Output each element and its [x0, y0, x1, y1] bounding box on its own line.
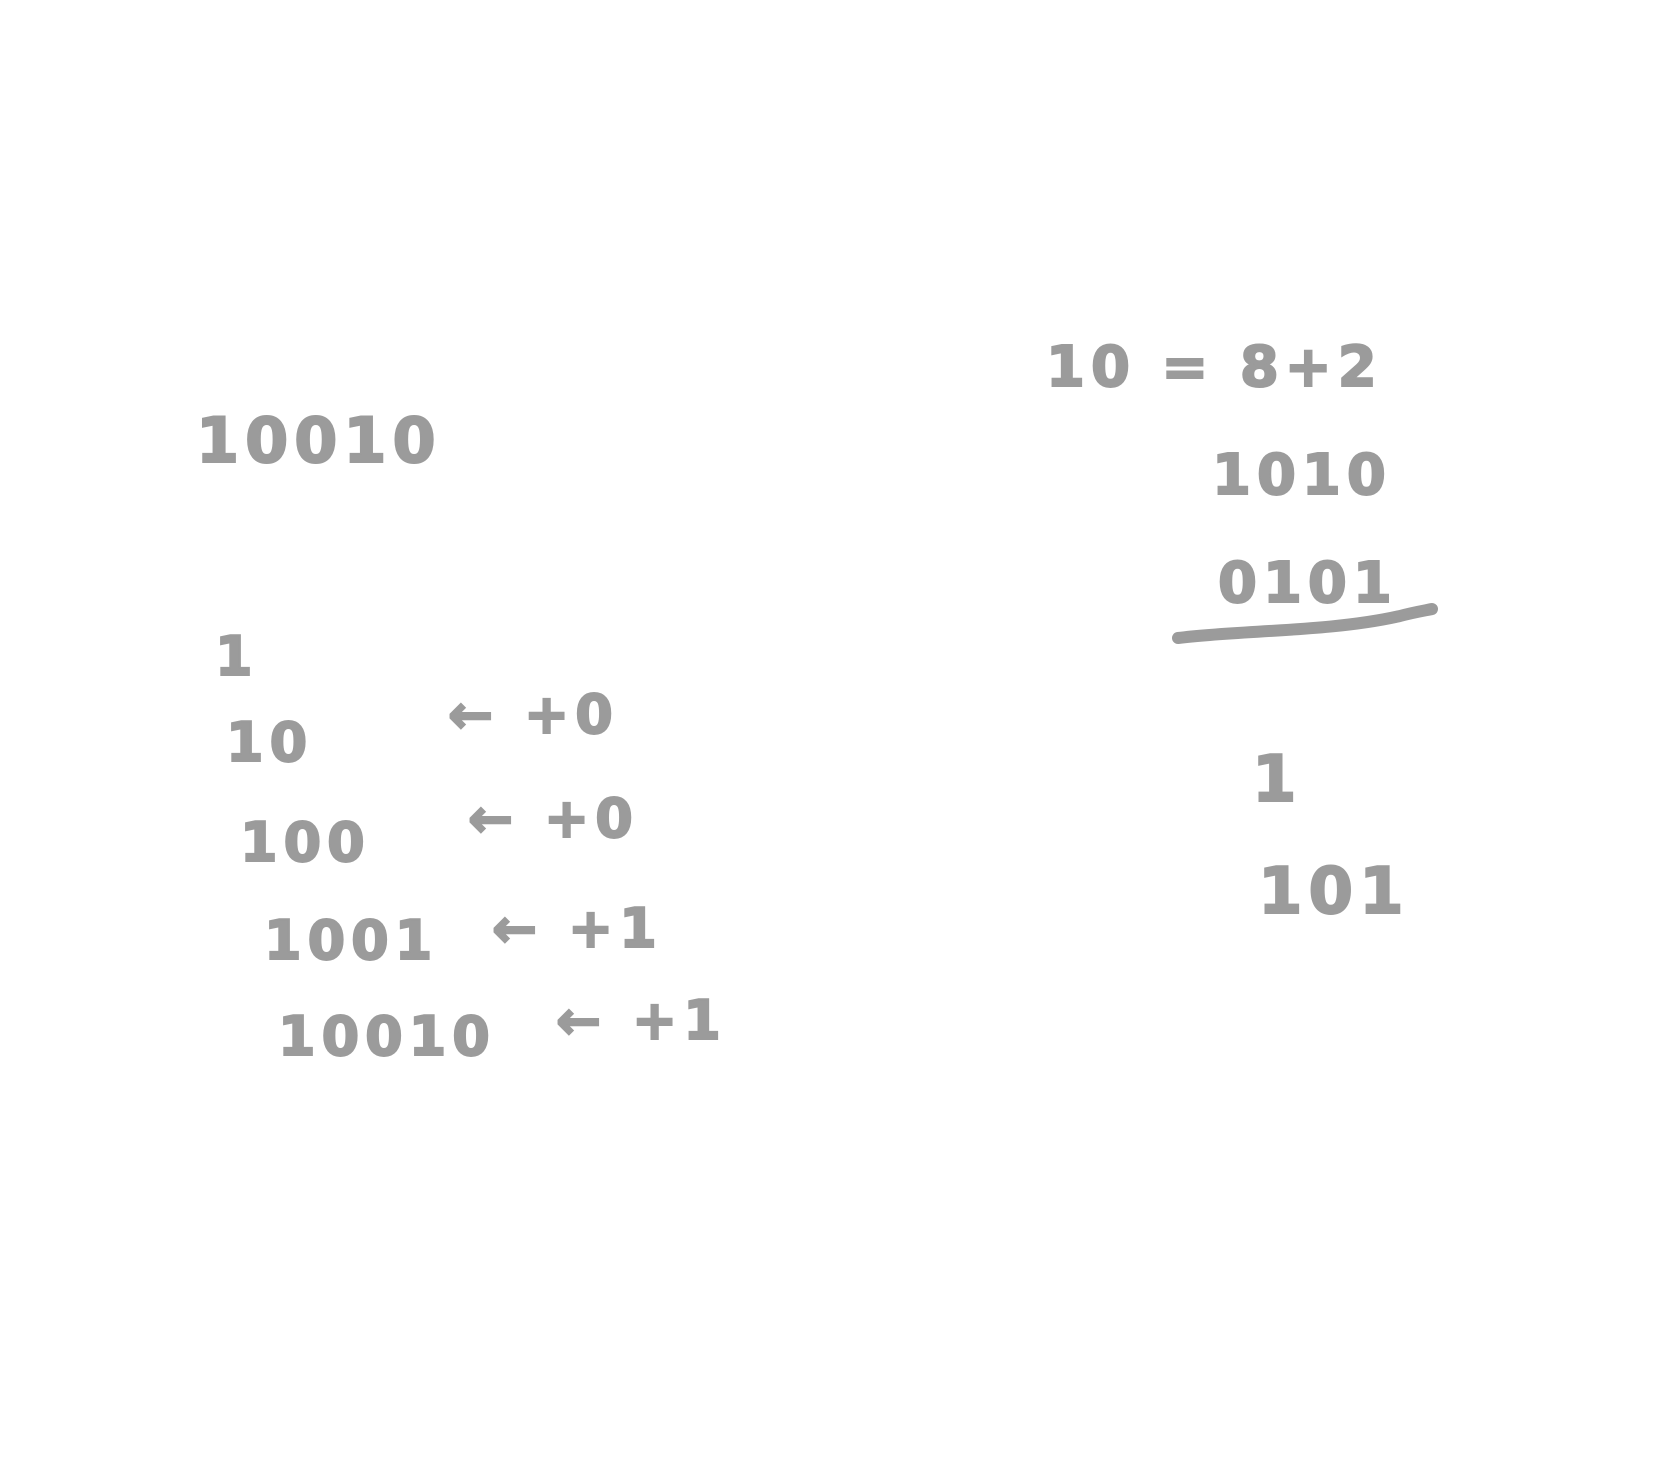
- step-5-value: 10010: [277, 1005, 496, 1068]
- sum-underline: [1172, 603, 1438, 644]
- result-2: 101: [1257, 855, 1410, 929]
- step-3-value: 100: [239, 811, 371, 874]
- result-1: 1: [1251, 743, 1303, 817]
- step-5-note: ← +1: [555, 989, 727, 1052]
- binary-row-a: 1010: [1211, 443, 1392, 508]
- step-2-note: ← +0: [447, 683, 619, 746]
- step-4-note: ← +1: [491, 897, 663, 960]
- equation: 10 = 8+2: [1045, 335, 1383, 400]
- step-2-value: 10: [225, 711, 314, 774]
- step-4-value: 1001: [263, 909, 439, 972]
- target-number: 10010: [195, 404, 442, 477]
- step-3-note: ← +0: [467, 787, 639, 850]
- binary-row-b: 0101: [1217, 551, 1398, 616]
- step-1-value: 1: [214, 625, 259, 688]
